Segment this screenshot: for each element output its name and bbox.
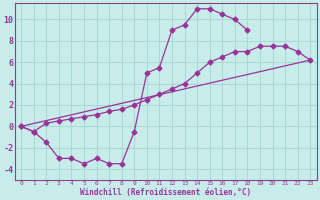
X-axis label: Windchill (Refroidissement éolien,°C): Windchill (Refroidissement éolien,°C): [80, 188, 251, 197]
